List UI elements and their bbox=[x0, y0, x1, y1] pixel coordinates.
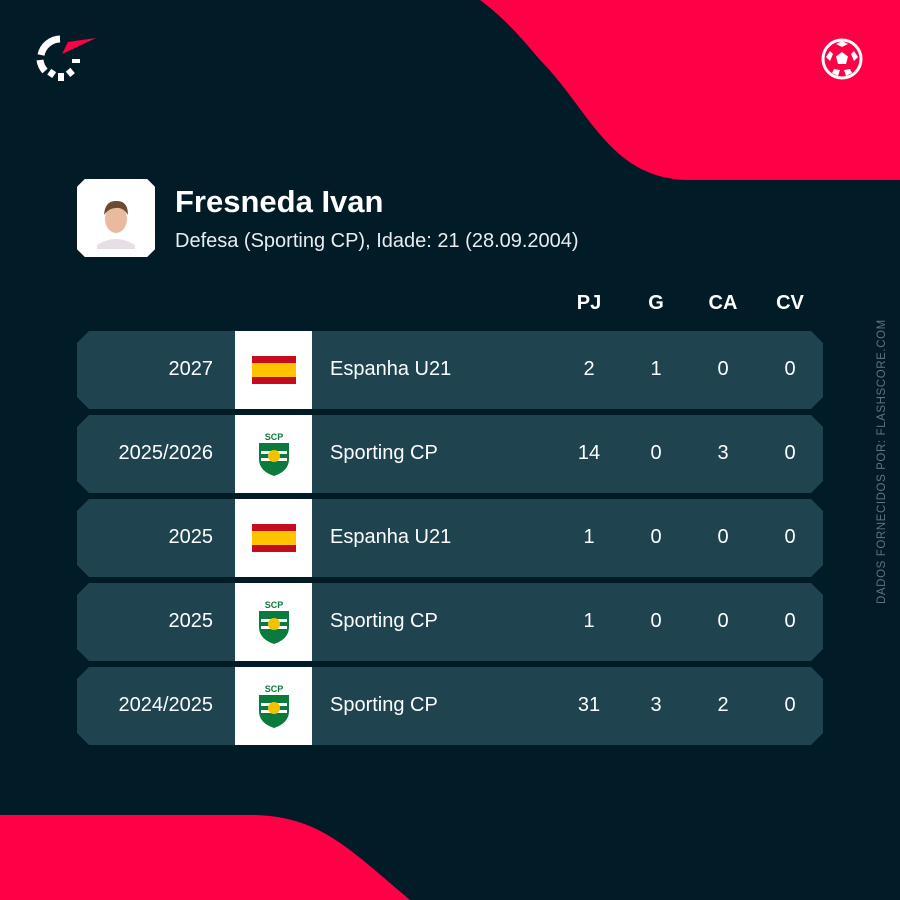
goals: 1 bbox=[650, 358, 662, 380]
games-played: 2 bbox=[583, 358, 595, 380]
svg-text:SCP: SCP bbox=[264, 432, 283, 442]
team-name: Sporting CP bbox=[330, 442, 438, 464]
team-logo: SCP bbox=[235, 415, 312, 493]
games-played: 1 bbox=[583, 526, 595, 548]
goals: 0 bbox=[650, 610, 662, 632]
games-played: 31 bbox=[577, 694, 601, 716]
yellow-cards: 0 bbox=[717, 358, 729, 380]
team-name: Espanha U21 bbox=[330, 358, 452, 380]
red-cards: 0 bbox=[784, 526, 796, 548]
team-name: Sporting CP bbox=[330, 694, 438, 716]
team-logo bbox=[235, 331, 312, 409]
svg-text:SCP: SCP bbox=[264, 684, 283, 694]
spain-flag-icon bbox=[252, 524, 296, 552]
player-avatar bbox=[97, 200, 135, 249]
column-header-cv: CV bbox=[776, 292, 804, 314]
bottom-left-accent bbox=[0, 815, 410, 900]
stats-row: 2025 Espanha U21 1 0 0 0 bbox=[77, 499, 823, 577]
sporting-crest-icon: SCP bbox=[256, 431, 292, 477]
player-photo bbox=[77, 179, 155, 257]
yellow-cards: 3 bbox=[717, 442, 729, 464]
team-name: Espanha U21 bbox=[330, 526, 452, 548]
flashscore-logo bbox=[36, 35, 96, 81]
spain-flag-icon bbox=[252, 356, 296, 384]
season: 2025 bbox=[168, 610, 213, 632]
season: 2025/2026 bbox=[118, 442, 213, 464]
data-source-credit: DADOS FORNECIDOS POR: FLASHSCORE.COM bbox=[876, 319, 888, 604]
goals: 0 bbox=[650, 526, 662, 548]
stats-row: 2025/2026 SCP Sporting CP 14 0 3 0 bbox=[77, 415, 823, 493]
stats-row: 2025 SCP Sporting CP 1 0 0 0 bbox=[77, 583, 823, 661]
column-header-ca: CA bbox=[708, 292, 738, 314]
team-logo: SCP bbox=[235, 667, 312, 745]
goals: 3 bbox=[650, 694, 662, 716]
column-header-g: G bbox=[648, 292, 664, 314]
red-cards: 0 bbox=[784, 442, 796, 464]
red-cards: 0 bbox=[784, 694, 796, 716]
yellow-cards: 0 bbox=[717, 526, 729, 548]
team-name: Sporting CP bbox=[330, 610, 438, 632]
red-cards: 0 bbox=[784, 358, 796, 380]
team-logo: SCP bbox=[235, 583, 312, 661]
column-header-pj: PJ bbox=[576, 292, 602, 314]
top-right-accent bbox=[480, 0, 900, 180]
player-name: Fresneda Ivan bbox=[175, 184, 384, 219]
red-cards: 0 bbox=[784, 610, 796, 632]
player-details: Defesa (Sporting CP), Idade: 21 (28.09.2… bbox=[175, 230, 579, 252]
sporting-crest-icon: SCP bbox=[256, 599, 292, 645]
yellow-cards: 2 bbox=[717, 694, 729, 716]
games-played: 14 bbox=[577, 442, 601, 464]
season: 2024/2025 bbox=[118, 694, 213, 716]
svg-text:SCP: SCP bbox=[264, 600, 283, 610]
sporting-crest-icon: SCP bbox=[256, 683, 292, 729]
goals: 0 bbox=[650, 442, 662, 464]
games-played: 1 bbox=[583, 610, 595, 632]
season: 2027 bbox=[168, 358, 213, 380]
yellow-cards: 0 bbox=[717, 610, 729, 632]
stats-row: 2024/2025 SCP Sporting CP 31 3 2 0 bbox=[77, 667, 823, 745]
football-icon bbox=[821, 38, 863, 80]
team-logo bbox=[235, 499, 312, 577]
season: 2025 bbox=[168, 526, 213, 548]
stats-row: 2027 Espanha U21 2 1 0 0 bbox=[77, 331, 823, 409]
